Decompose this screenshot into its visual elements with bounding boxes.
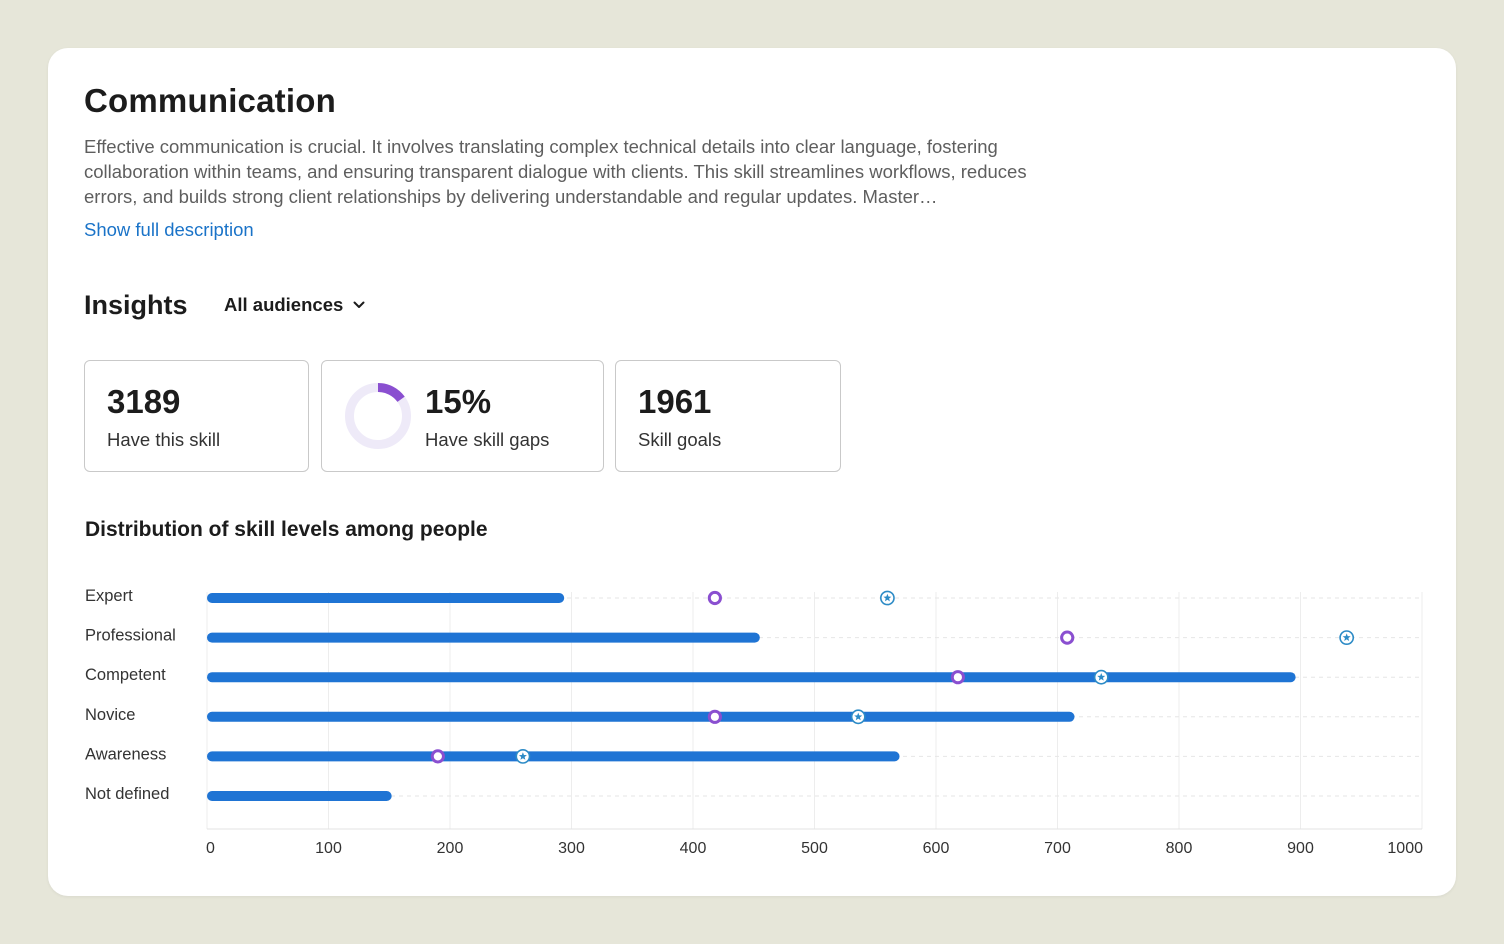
category-label: Competent: [85, 666, 166, 684]
x-tick-label: 200: [437, 840, 464, 857]
stat-label: Have this skill: [107, 429, 221, 450]
category-label: Novice: [85, 706, 135, 724]
show-full-description-link[interactable]: Show full description: [84, 219, 254, 240]
star-icon: [1342, 633, 1351, 641]
circle-marker[interactable]: [1060, 630, 1075, 645]
circle-marker[interactable]: [430, 749, 445, 764]
x-tick-label: 300: [558, 840, 585, 857]
star-icon: [854, 712, 863, 721]
distribution-title: Distribution of skill levels among peopl…: [85, 518, 488, 541]
star-icon: [883, 593, 892, 602]
skill-card: Communication Effective communication is…: [48, 48, 1456, 896]
donut-chart-icon: [345, 383, 411, 449]
stat-card-skill-gaps: 15% Have skill gaps: [321, 360, 604, 472]
x-tick-label: 100: [315, 840, 342, 857]
category-label: Professional: [85, 627, 176, 645]
star-marker[interactable]: [515, 749, 531, 764]
stat-value: 15%: [425, 383, 492, 420]
x-tick-label: 1000: [1387, 840, 1423, 857]
x-tick-label: 600: [923, 840, 950, 857]
x-tick-label: 900: [1287, 840, 1314, 857]
stat-value: 3189: [107, 383, 181, 420]
x-tick-label: 400: [680, 840, 707, 857]
star-icon: [518, 752, 527, 760]
stat-card-have-skill: 3189 Have this skill: [84, 360, 309, 472]
bar-not-defined[interactable]: [207, 791, 392, 801]
bar-awareness[interactable]: [207, 751, 900, 762]
star-marker[interactable]: [880, 590, 895, 606]
stat-label: Have skill gaps: [425, 429, 550, 450]
circle-marker[interactable]: [707, 709, 722, 724]
skill-title: Communication: [84, 82, 336, 119]
star-marker[interactable]: [1093, 669, 1109, 685]
x-tick-label: 0: [206, 840, 215, 857]
skill-description: Effective communication is crucial. It i…: [84, 136, 1027, 207]
category-label: Not defined: [85, 785, 169, 803]
bar-competent[interactable]: [207, 672, 1296, 683]
star-marker[interactable]: [1339, 630, 1355, 645]
category-label: Expert: [85, 587, 133, 605]
star-marker[interactable]: [850, 709, 866, 725]
circle-marker[interactable]: [707, 590, 722, 606]
skill-distribution-chart: 0 100 200 300 400 500 600 700 800 900 1000 Expert Pr…: [85, 587, 1423, 857]
x-tick-label: 700: [1044, 840, 1071, 857]
stat-label: Skill goals: [638, 429, 722, 450]
bar-professional[interactable]: [207, 632, 760, 643]
x-tick-label: 800: [1166, 840, 1193, 857]
category-label: Awareness: [85, 745, 166, 763]
bar-expert[interactable]: [207, 593, 565, 603]
circle-marker[interactable]: [950, 670, 965, 685]
audience-dropdown-label: All audiences: [224, 294, 344, 315]
chevron-down-icon: [353, 301, 365, 308]
bar-novice[interactable]: [207, 711, 1075, 722]
donut-fill-arc: [345, 383, 411, 449]
insights-title: Insights: [84, 290, 188, 320]
stat-card-skill-goals: 1961 Skill goals: [615, 360, 841, 472]
stat-value: 1961: [638, 383, 712, 420]
star-icon: [1097, 673, 1106, 681]
x-tick-label: 500: [801, 840, 828, 857]
audience-dropdown[interactable]: All audiences: [224, 294, 365, 316]
